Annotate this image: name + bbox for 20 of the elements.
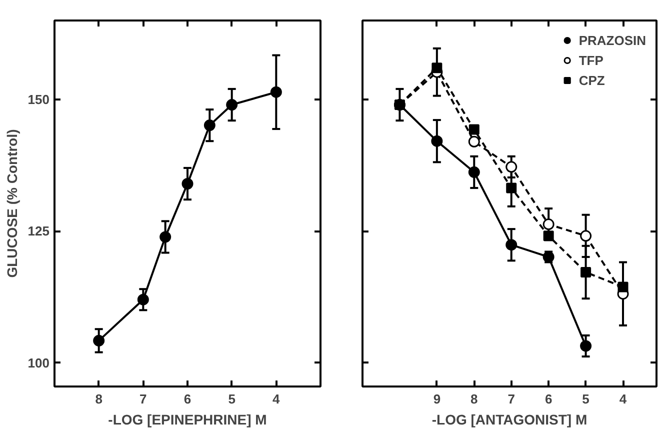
legend-label: TFP bbox=[578, 52, 604, 68]
x-axis-title: -LOG [ANTAGONIST] M bbox=[432, 412, 588, 428]
x-tick-label: 4 bbox=[619, 392, 628, 406]
y-tick-label: 100 bbox=[28, 355, 50, 370]
y-axis-title: GLUCOSE (% Control) bbox=[4, 129, 20, 278]
legend-label: PRAZOSIN bbox=[578, 32, 646, 48]
x-tick-label: 5 bbox=[582, 392, 590, 406]
legend-label: CPZ bbox=[578, 72, 605, 88]
x-tick-label: 8 bbox=[470, 392, 478, 406]
y-tick-label: 125 bbox=[28, 224, 50, 239]
x-tick-label: 4 bbox=[272, 392, 281, 406]
y-tick-label: 150 bbox=[28, 92, 50, 107]
x-tick-label: 6 bbox=[544, 392, 552, 406]
x-tick-label: 9 bbox=[433, 392, 441, 406]
x-tick-label: 7 bbox=[508, 392, 515, 406]
x-axis-title: -LOG [EPINEPHRINE] M bbox=[108, 412, 267, 428]
x-tick-label: 5 bbox=[228, 392, 236, 406]
x-tick-label: 8 bbox=[95, 392, 102, 406]
x-tick-label: 6 bbox=[184, 392, 192, 406]
x-tick-label: 7 bbox=[140, 392, 147, 406]
